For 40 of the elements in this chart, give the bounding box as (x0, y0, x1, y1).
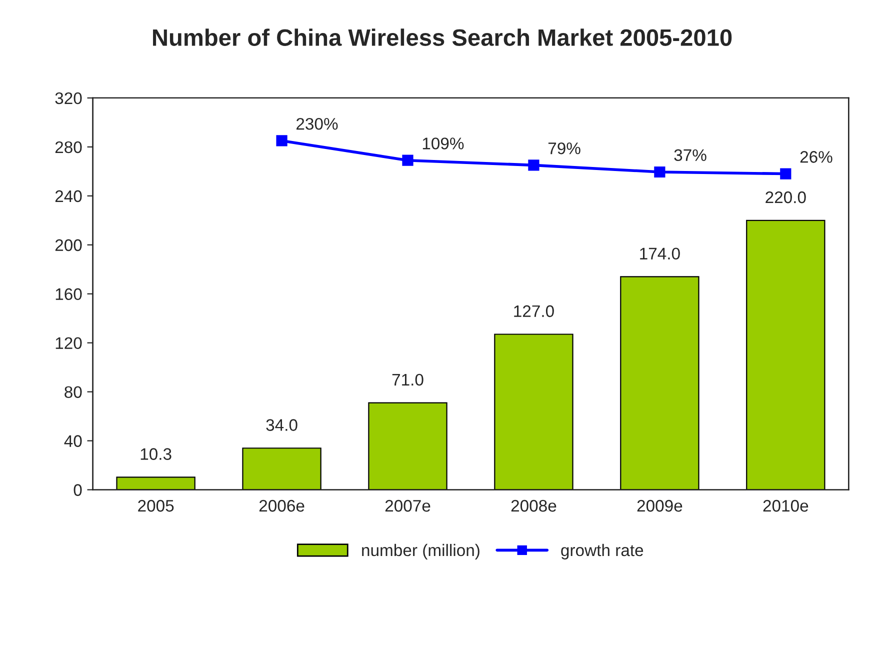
data-label: 10.3 (140, 448, 172, 460)
point (276, 135, 288, 146)
data-label: 230% (296, 118, 338, 130)
data-label: 127.0 (514, 305, 554, 318)
y-tick-label: 0 (74, 484, 82, 496)
x-tick-label: 2010e (763, 500, 808, 512)
point (780, 168, 792, 180)
point (654, 166, 666, 178)
bar (620, 276, 700, 490)
bar (242, 448, 322, 490)
x-tick-label: 2006e (259, 500, 304, 512)
bar (494, 334, 574, 490)
x-tick-label: 2007e (385, 500, 430, 512)
y-tick-label: 280 (55, 141, 82, 154)
data-label: 34.0 (266, 419, 298, 431)
y-tick-label: 80 (64, 386, 82, 398)
legend-label: growth rate (561, 544, 644, 560)
chart-title: Number of China Wireless Search Market 2005-2010 (153, 28, 732, 46)
x-tick-label: 2009e (637, 500, 682, 512)
data-label: 220.0 (766, 191, 806, 204)
point (402, 154, 414, 166)
y-tick-label: 120 (56, 337, 82, 350)
y-tick-label: 240 (55, 190, 82, 202)
data-label: 174.0 (640, 248, 680, 260)
legend-label: number (million) (362, 544, 480, 560)
data-label: 79% (548, 142, 580, 154)
x-tick-label: 2005 (138, 500, 174, 512)
y-tick-label: 200 (55, 239, 82, 252)
point (528, 160, 540, 171)
x-tick-label: 2008e (511, 500, 556, 512)
data-label: 26% (800, 151, 832, 163)
bar (746, 220, 826, 490)
data-label: 71.0 (392, 374, 424, 386)
bar (116, 476, 196, 490)
y-tick-label: 40 (64, 435, 82, 447)
data-label: 109% (422, 138, 464, 150)
data-label: 37% (674, 149, 706, 162)
bar (368, 402, 448, 490)
y-tick-label: 320 (55, 92, 82, 104)
y-tick-label: 160 (56, 288, 82, 300)
